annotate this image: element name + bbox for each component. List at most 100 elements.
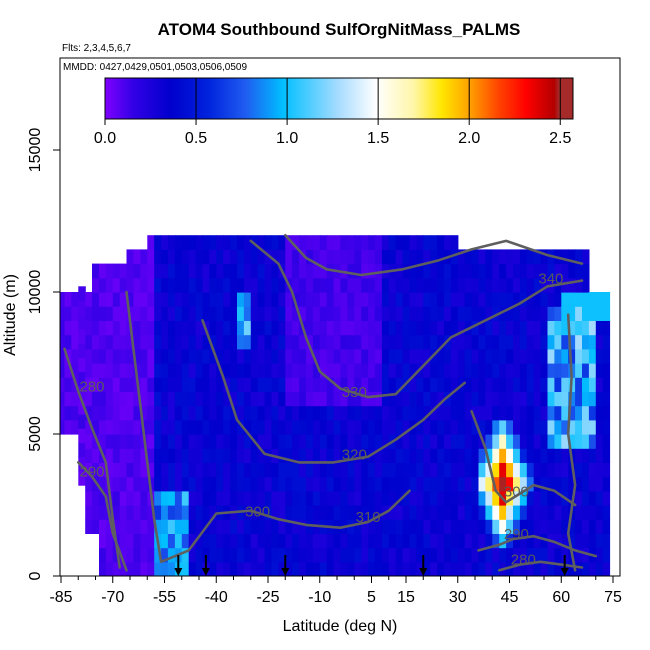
heatmap-cell: [237, 533, 245, 549]
heatmap-cell: [478, 348, 486, 364]
heatmap-cell: [126, 547, 134, 563]
heatmap-cell: [209, 320, 217, 336]
heatmap-cell: [423, 490, 431, 506]
heatmap-cell: [513, 363, 521, 378]
heatmap-cell: [409, 348, 417, 364]
heatmap-cell: [395, 320, 404, 336]
heatmap-cell: [595, 391, 604, 407]
heatmap-cell: [195, 448, 204, 463]
heatmap-cell: [147, 419, 155, 435]
heatmap-cell: [368, 235, 376, 250]
heatmap-cell: [216, 391, 224, 407]
heatmap-cell: [582, 462, 590, 478]
heatmap-cell: [450, 448, 459, 463]
heatmap-cell: [119, 419, 128, 435]
heatmap-cell: [361, 348, 369, 364]
heatmap-cell: [195, 334, 204, 350]
heatmap-cell: [85, 405, 93, 421]
heatmap-cell: [444, 419, 452, 435]
heatmap-cell: [161, 334, 169, 350]
heatmap-cell: [519, 419, 528, 435]
heatmap-cell: [257, 292, 266, 307]
heatmap-cell: [161, 490, 169, 506]
heatmap-cell: [533, 448, 542, 463]
heatmap-cell: [388, 391, 397, 407]
heatmap-cell: [554, 448, 562, 463]
heatmap-cell: [85, 391, 93, 407]
heatmap-cell: [188, 405, 197, 421]
heatmap-cell: [188, 306, 197, 321]
heatmap-cell: [147, 277, 155, 293]
heatmap-cell: [140, 306, 148, 321]
heatmap-cell: [333, 434, 342, 449]
heatmap-cell: [306, 263, 314, 279]
heatmap-cell: [271, 533, 279, 549]
heatmap-cell: [457, 277, 466, 293]
heatmap-cell: [230, 306, 238, 321]
heatmap-cell: [105, 348, 114, 364]
heatmap-cell: [167, 419, 176, 435]
heatmap-cell: [444, 363, 452, 378]
heatmap-cell: [292, 391, 300, 407]
heatmap-cell: [167, 476, 176, 492]
heatmap-cell: [340, 277, 348, 293]
heatmap-cell: [437, 405, 445, 421]
heatmap-cell: [126, 561, 134, 576]
heatmap-cell: [188, 263, 197, 279]
heatmap-cell: [513, 434, 521, 449]
heatmap-cell: [188, 334, 197, 350]
heatmap-cell: [250, 405, 259, 421]
heatmap-cell: [319, 363, 328, 378]
heatmap-cell: [299, 490, 307, 506]
heatmap-cell: [202, 292, 210, 307]
heatmap-cell: [271, 292, 279, 307]
heatmap-cell: [292, 547, 300, 563]
heatmap-cell: [485, 391, 493, 407]
heatmap-cell: [154, 419, 162, 435]
heatmap-cell: [306, 505, 314, 520]
heatmap-cell: [506, 277, 514, 293]
heatmap-cell: [174, 277, 183, 293]
heatmap-cell: [209, 505, 217, 520]
heatmap-cell: [285, 249, 293, 265]
heatmap-cell: [450, 377, 459, 392]
heatmap-cell: [64, 320, 72, 336]
heatmap-cell: [195, 235, 204, 250]
heatmap-cell: [271, 249, 279, 265]
heatmap-cell: [444, 405, 452, 421]
heatmap-cell: [395, 519, 404, 534]
heatmap-cell: [519, 533, 528, 549]
heatmap-cell: [478, 263, 486, 279]
heatmap-cell: [582, 348, 590, 364]
heatmap-cell: [257, 235, 266, 250]
heatmap-cell: [499, 306, 507, 321]
heatmap-cell: [271, 519, 279, 534]
heatmap-cell: [209, 377, 217, 392]
contour-label: 340: [538, 271, 563, 288]
heatmap-cell: [326, 320, 335, 336]
heatmap-cell: [361, 235, 369, 250]
heatmap-cell: [582, 533, 590, 549]
heatmap-cell: [519, 306, 528, 321]
heatmap-cell: [85, 448, 93, 463]
heatmap-cell: [464, 263, 473, 279]
heatmap-cell: [181, 391, 190, 407]
heatmap-cell: [174, 235, 183, 250]
heatmap-cell: [513, 306, 521, 321]
heatmap-cell: [85, 505, 93, 520]
heatmap-cell: [450, 320, 459, 336]
heatmap-cell: [326, 434, 335, 449]
heatmap-cell: [340, 235, 348, 250]
heatmap-cell: [216, 320, 224, 336]
heatmap-cell: [161, 448, 169, 463]
heatmap-cell: [526, 320, 535, 336]
heatmap-cell: [257, 561, 266, 576]
heatmap-cell: [161, 320, 169, 336]
heatmap-cell: [450, 434, 459, 449]
heatmap-cell: [526, 476, 535, 492]
heatmap-cell: [209, 462, 217, 478]
heatmap-cell: [119, 434, 128, 449]
heatmap-cell: [485, 320, 493, 336]
heatmap-cell: [513, 448, 521, 463]
